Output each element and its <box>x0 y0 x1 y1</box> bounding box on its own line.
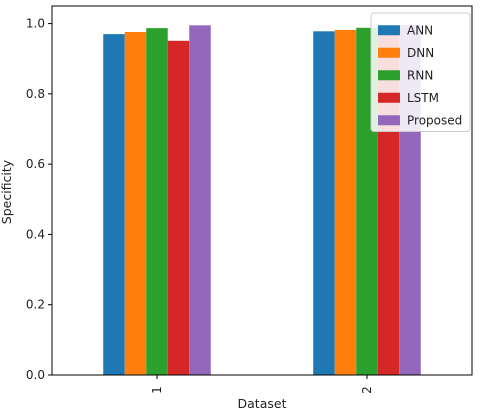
y-tick-label: 0.6 <box>26 157 45 171</box>
legend-label-rnn: RNN <box>407 68 433 82</box>
bar-ann-dataset-1 <box>103 34 125 375</box>
bar-ann-dataset-2 <box>313 31 335 375</box>
legend-swatch-ann <box>378 25 400 36</box>
y-tick-label: 1.0 <box>26 17 45 31</box>
legend-label-dnn: DNN <box>407 46 434 60</box>
bar-proposed-dataset-1 <box>189 25 211 375</box>
y-tick-label: 0.8 <box>26 87 45 101</box>
y-tick-label: 0.4 <box>26 227 45 241</box>
legend: ANN DNN RNN LSTM Proposed <box>370 12 471 132</box>
legend-label-lstm: LSTM <box>407 91 439 105</box>
y-axis-label: Specificity <box>0 159 14 224</box>
legend-label-proposed: Proposed <box>407 113 462 127</box>
bar-lstm-dataset-1 <box>167 40 190 375</box>
axes-group: 0.0 0.2 0.4 0.6 0.8 1.0 1 2 <box>26 5 473 394</box>
bar-dnn-dataset-1 <box>124 32 147 376</box>
bar-rnn-dataset-1 <box>146 28 168 375</box>
legend-swatch-dnn <box>378 47 400 58</box>
plot-frame <box>51 5 473 376</box>
legend-swatch-rnn <box>378 70 400 81</box>
bar-dnn-dataset-2 <box>334 29 357 375</box>
legend-swatch-proposed <box>378 115 400 126</box>
y-tick-label: 0.2 <box>26 298 45 312</box>
x-axis-label: Dataset <box>238 396 287 411</box>
y-tick-label: 0.0 <box>26 368 45 382</box>
x-tick-label: 2 <box>360 386 374 394</box>
x-tick-label: 1 <box>150 386 164 394</box>
legend-swatch-lstm <box>378 92 400 103</box>
legend-label-ann: ANN <box>407 23 433 37</box>
